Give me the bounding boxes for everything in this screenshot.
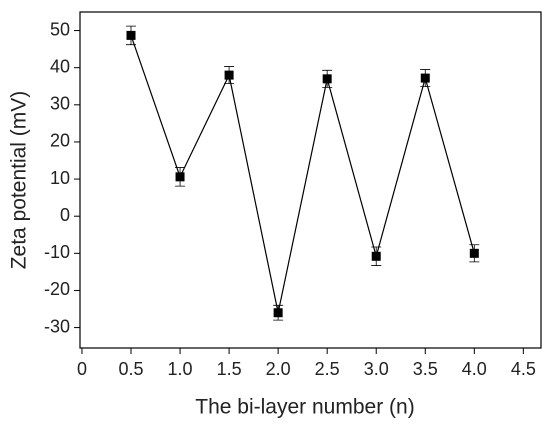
marker bbox=[273, 308, 283, 318]
plot-frame bbox=[79, 11, 542, 349]
x-tick-label: 0.5 bbox=[118, 359, 143, 379]
x-tick-label: 4.0 bbox=[462, 359, 487, 379]
y-tick-label: 20 bbox=[50, 131, 70, 151]
y-tick-label: 50 bbox=[50, 19, 70, 39]
x-tick-label: 1.5 bbox=[217, 359, 242, 379]
y-tick-label: 10 bbox=[50, 168, 70, 188]
y-tick-label: 30 bbox=[50, 94, 70, 114]
x-tick-label: 4.5 bbox=[511, 359, 536, 379]
y-tick-label: -30 bbox=[44, 316, 70, 336]
marker bbox=[175, 172, 185, 182]
marker bbox=[322, 74, 332, 84]
marker bbox=[469, 248, 479, 258]
marker bbox=[126, 30, 136, 40]
x-tick-label: 3.0 bbox=[364, 359, 389, 379]
marker bbox=[420, 73, 430, 83]
y-tick-label: -10 bbox=[44, 242, 70, 262]
x-tick-label: 2.0 bbox=[266, 359, 291, 379]
x-tick-label: 3.5 bbox=[413, 359, 438, 379]
y-axis-title: Zeta potential (mV) bbox=[8, 91, 31, 270]
y-tick-label: 0 bbox=[60, 205, 70, 225]
y-tick-label: -20 bbox=[44, 279, 70, 299]
x-tick-label: 1.0 bbox=[168, 359, 193, 379]
x-axis-title: The bi-layer number (n) bbox=[195, 396, 414, 419]
x-tick-label: 0 bbox=[77, 359, 87, 379]
x-tick-label: 2.5 bbox=[315, 359, 340, 379]
marker bbox=[371, 251, 381, 261]
marker bbox=[224, 70, 234, 80]
y-tick-label: 40 bbox=[50, 56, 70, 76]
data-line bbox=[130, 35, 475, 313]
